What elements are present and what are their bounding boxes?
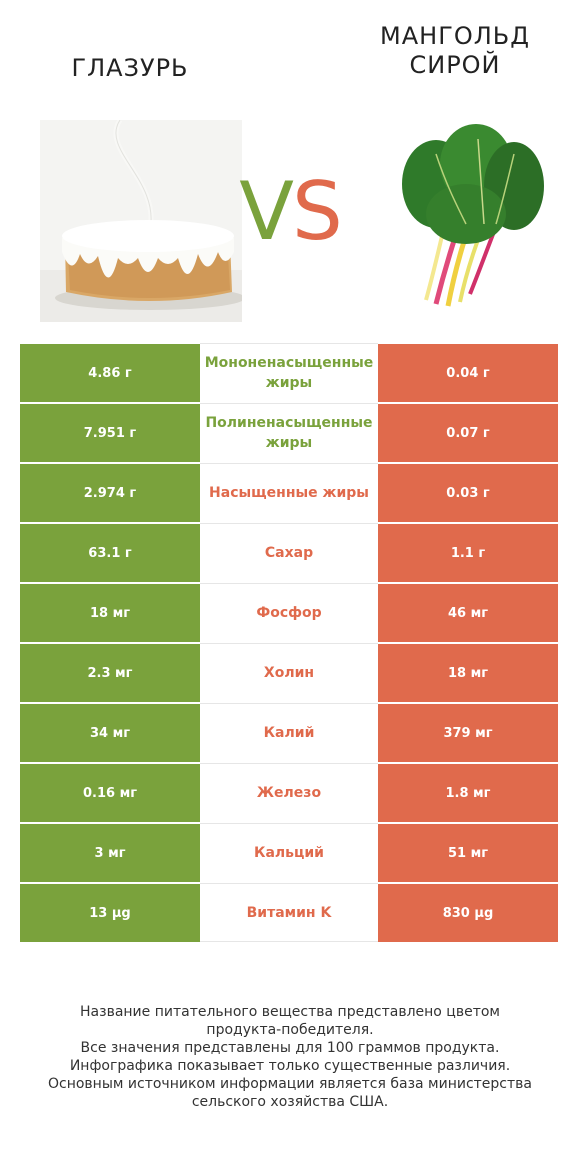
nutrient-name: Железо xyxy=(200,763,378,822)
left-value: 0.16 мг xyxy=(20,763,200,822)
left-product-title: ГЛАЗУРЬ xyxy=(71,54,189,82)
table-row: 3 мг Кальций 51 мг xyxy=(20,823,558,883)
right-value: 379 мг xyxy=(378,703,558,762)
nutrient-label: Железо xyxy=(256,785,322,801)
comparison-table: 4.86 г Мононенасыщенные жиры 0.04 г 7.951 г… xyxy=(20,343,558,943)
left-value: 34 мг xyxy=(20,703,200,762)
footer-line: Название питательного вещества представл… xyxy=(80,1004,500,1020)
left-value: 63.1 г xyxy=(20,523,200,582)
glaze-cake-image xyxy=(40,120,242,322)
left-value: 2.3 мг xyxy=(20,643,200,702)
nutrient-name: Полиненасыщенные жиры xyxy=(200,403,378,462)
table-row: 2.974 г Насыщенные жиры 0.03 г xyxy=(20,463,558,523)
footer-line: продукта-победителя. xyxy=(206,1022,374,1038)
table-row: 63.1 г Сахар 1.1 г xyxy=(20,523,558,583)
nutrient-name: Сахар xyxy=(200,523,378,582)
nutrient-name: Витамин K xyxy=(200,883,378,942)
nutrient-label: Кальций xyxy=(254,845,324,861)
right-value: 0.04 г xyxy=(378,343,558,402)
nutrient-name: Калий xyxy=(200,703,378,762)
right-value: 1.8 мг xyxy=(378,763,558,822)
nutrient-label: Холин xyxy=(263,665,315,681)
table-row: 13 µg Витамин K 830 µg xyxy=(20,883,558,943)
table-row: 7.951 г Полиненасыщенные жиры 0.07 г xyxy=(20,403,558,463)
left-value: 2.974 г xyxy=(20,463,200,522)
footer-line: сельского хозяйства США. xyxy=(191,1094,389,1110)
right-value: 46 мг xyxy=(378,583,558,642)
right-product-title-line2: СИРОЙ xyxy=(409,51,501,79)
left-value: 13 µg xyxy=(20,883,200,942)
nutrient-name: Насыщенные жиры xyxy=(200,463,378,522)
left-value: 3 мг xyxy=(20,823,200,882)
right-value: 0.03 г xyxy=(378,463,558,522)
nutrient-label: Калий xyxy=(263,725,315,741)
right-value: 0.07 г xyxy=(378,403,558,462)
nutrient-label: Полиненасыщенные жиры xyxy=(205,415,373,451)
table-row: 0.16 мг Железо 1.8 мг xyxy=(20,763,558,823)
table-row: 2.3 мг Холин 18 мг xyxy=(20,643,558,703)
nutrient-label: Насыщенные жиры xyxy=(209,485,369,501)
nutrient-name: Холин xyxy=(200,643,378,702)
nutrient-name: Фосфор xyxy=(200,583,378,642)
left-value: 4.86 г xyxy=(20,343,200,402)
left-value: 7.951 г xyxy=(20,403,200,462)
table-row: 4.86 г Мононенасыщенные жиры 0.04 г xyxy=(20,343,558,403)
footer-line: Инфографика показывает только существенн… xyxy=(69,1058,511,1074)
footer-line: Все значения представлены для 100 граммо… xyxy=(80,1040,500,1056)
vs-label: VS xyxy=(239,165,343,258)
nutrient-label: Сахар xyxy=(264,545,314,561)
nutrient-label: Мононенасыщенные жиры xyxy=(204,355,374,391)
nutrient-name: Кальций xyxy=(200,823,378,882)
right-value: 830 µg xyxy=(378,883,558,942)
nutrient-name: Мононенасыщенные жиры xyxy=(200,343,378,402)
nutrient-label: Фосфор xyxy=(256,605,322,621)
footer-line: Основным источником информации является … xyxy=(48,1076,532,1092)
chard-image xyxy=(402,124,544,307)
table-row: 18 мг Фосфор 46 мг xyxy=(20,583,558,643)
table-row: 34 мг Калий 379 мг xyxy=(20,703,558,763)
left-value: 18 мг xyxy=(20,583,200,642)
nutrient-label: Витамин K xyxy=(246,904,332,921)
right-value: 18 мг xyxy=(378,643,558,702)
footer-note: Название питательного вещества представл… xyxy=(20,1003,560,1111)
right-product-title: МАНГОЛЬД СИРОЙ xyxy=(340,22,570,80)
right-product-title-line1: МАНГОЛЬД xyxy=(380,22,530,50)
right-value: 51 мг xyxy=(378,823,558,882)
right-value: 1.1 г xyxy=(378,523,558,582)
